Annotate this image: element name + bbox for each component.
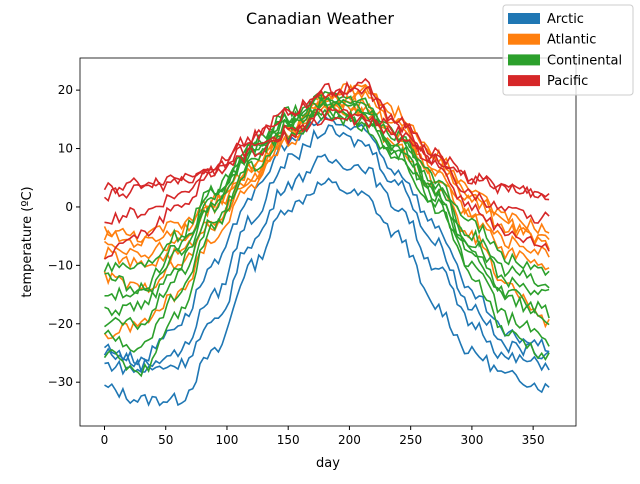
legend: Arctic Atlantic Continental Pacific — [502, 4, 634, 96]
x-tick-label: 0 — [101, 433, 109, 447]
axes-frame — [79, 57, 577, 427]
x-tick-label: 300 — [460, 433, 483, 447]
series-line-pacific — [103, 112, 550, 203]
series-line-continental — [103, 96, 550, 277]
series-line-arctic — [104, 153, 550, 376]
x-tick-label: 350 — [522, 433, 545, 447]
legend-label-arctic: Arctic — [547, 12, 584, 27]
series-line-continental — [104, 90, 550, 331]
x-tick-label: 250 — [399, 433, 422, 447]
series-line-continental — [104, 99, 550, 319]
legend-label-pacific: Pacific — [547, 74, 588, 89]
x-tick-label: 100 — [216, 433, 239, 447]
legend-swatch-continental — [508, 54, 540, 66]
y-tick-label: 20 — [58, 83, 73, 97]
series-line-arctic — [104, 177, 550, 407]
chart-title: Canadian Weather — [246, 9, 394, 28]
series-line-atlantic — [103, 93, 550, 270]
x-tick-label: 50 — [158, 433, 173, 447]
y-tick-label: 10 — [58, 142, 73, 156]
y-tick-label: −10 — [48, 258, 73, 272]
legend-label-continental: Continental — [547, 53, 622, 68]
y-axis-label: temperature (ºC) — [20, 186, 35, 297]
legend-label-atlantic: Atlantic — [547, 33, 596, 48]
series-line-arctic — [103, 124, 550, 374]
x-tick-label: 200 — [338, 433, 361, 447]
series-line-pacific — [103, 106, 550, 199]
y-tick-label: 0 — [65, 200, 73, 214]
x-tick-label: 150 — [277, 433, 300, 447]
legend-box — [502, 4, 634, 96]
series-line-arctic — [103, 115, 550, 366]
series-line-atlantic — [103, 101, 550, 340]
series-line-pacific — [104, 77, 550, 260]
series-line-continental — [103, 107, 550, 353]
legend-swatch-pacific — [508, 75, 540, 87]
legend-swatch-arctic — [508, 13, 540, 24]
y-tick-label: −30 — [48, 375, 73, 389]
y-tick-label: −20 — [48, 317, 73, 331]
series-line-pacific — [104, 82, 550, 225]
legend-swatch-atlantic — [508, 33, 540, 45]
x-axis-label: day — [316, 456, 340, 471]
